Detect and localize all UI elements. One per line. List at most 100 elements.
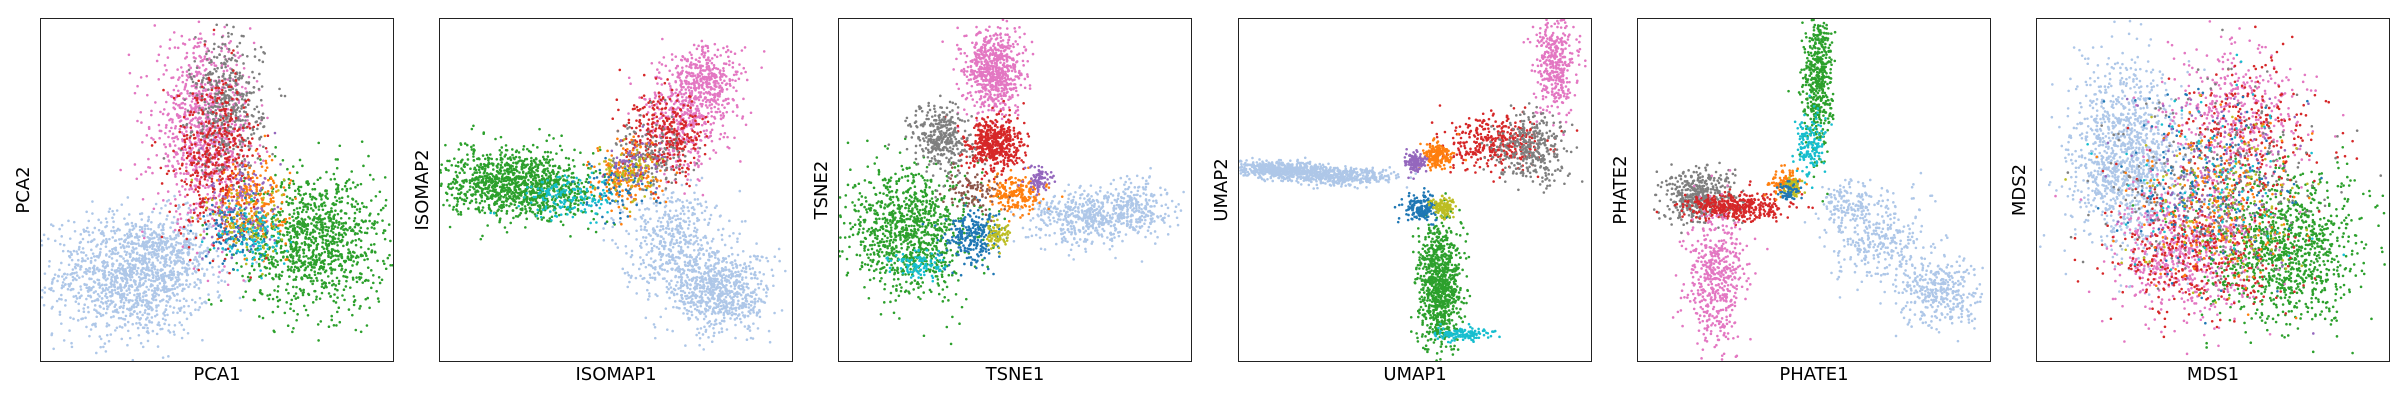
data-point [137,242,140,245]
data-point [180,272,184,276]
data-point [341,188,344,191]
data-point [322,281,326,285]
data-point [134,242,138,246]
data-point [230,169,234,173]
data-point [176,311,179,315]
data-point [212,61,216,65]
data-point [384,198,388,202]
data-point [67,263,71,267]
data-point [283,311,287,315]
data-point [184,107,187,111]
data-point [330,210,334,213]
data-point [212,184,216,188]
data-point [138,235,141,239]
data-point [227,112,230,115]
data-point [74,294,78,298]
data-point [351,276,355,280]
data-point [315,224,318,227]
data-point [378,281,382,285]
data-point [87,294,90,298]
data-point [162,73,166,76]
data-point [153,314,157,318]
data-point [328,252,331,255]
data-point [118,264,121,267]
data-point [351,313,354,317]
data-point [334,287,337,291]
data-point [332,259,336,263]
data-point [169,226,172,229]
data-point [241,103,245,107]
data-point [215,92,218,96]
data-point [112,225,115,229]
data-point [198,165,201,169]
data-point [179,119,183,122]
data-point [272,222,275,226]
data-point [347,248,350,251]
data-point [291,262,295,265]
data-point [195,202,198,205]
data-point [178,228,181,232]
data-point [208,222,212,226]
data-point [228,271,231,275]
data-point [262,246,266,250]
data-point [295,318,298,322]
data-point [290,245,293,248]
data-point [157,123,161,127]
data-point [151,240,155,244]
data-point [136,301,140,305]
data-point [243,163,247,167]
data-point [155,272,158,275]
data-point [312,253,315,256]
data-point [249,200,253,204]
data-point [247,230,250,234]
data-point [267,297,271,301]
data-point [163,281,166,285]
data-point [217,178,221,181]
data-point [219,154,223,158]
data-point [197,45,201,48]
data-point [317,205,321,208]
data-point [111,247,114,251]
data-point [76,319,80,322]
data-point [124,253,128,257]
data-point [194,270,198,274]
data-point [275,213,278,217]
data-point [238,168,242,171]
data-point [313,261,316,265]
data-point [221,105,225,108]
data-point [71,268,75,271]
data-point [218,127,222,131]
data-point [311,228,315,232]
data-point [222,86,225,89]
data-point [255,105,259,109]
data-point [190,148,193,152]
data-point [313,204,317,208]
data-point [238,74,242,77]
data-point [207,219,210,223]
data-point [211,145,215,148]
data-point [122,240,126,243]
data-point [325,247,329,251]
data-point [207,95,210,98]
data-point [188,38,191,41]
data-point [81,247,85,250]
data-point [128,284,131,288]
data-point [239,209,242,212]
data-point [196,131,199,134]
data-point [322,268,325,271]
data-point [278,277,281,281]
data-point [148,320,151,324]
data-point [201,153,204,157]
data-point [133,265,137,269]
data-point [185,162,188,166]
data-point [286,265,290,268]
data-point [150,301,153,305]
data-point [197,121,200,124]
data-point [244,196,247,200]
data-point [221,102,224,105]
data-point [167,112,170,116]
data-point [260,104,264,107]
data-point [336,212,340,216]
data-point [188,121,192,125]
data-point [53,239,57,243]
